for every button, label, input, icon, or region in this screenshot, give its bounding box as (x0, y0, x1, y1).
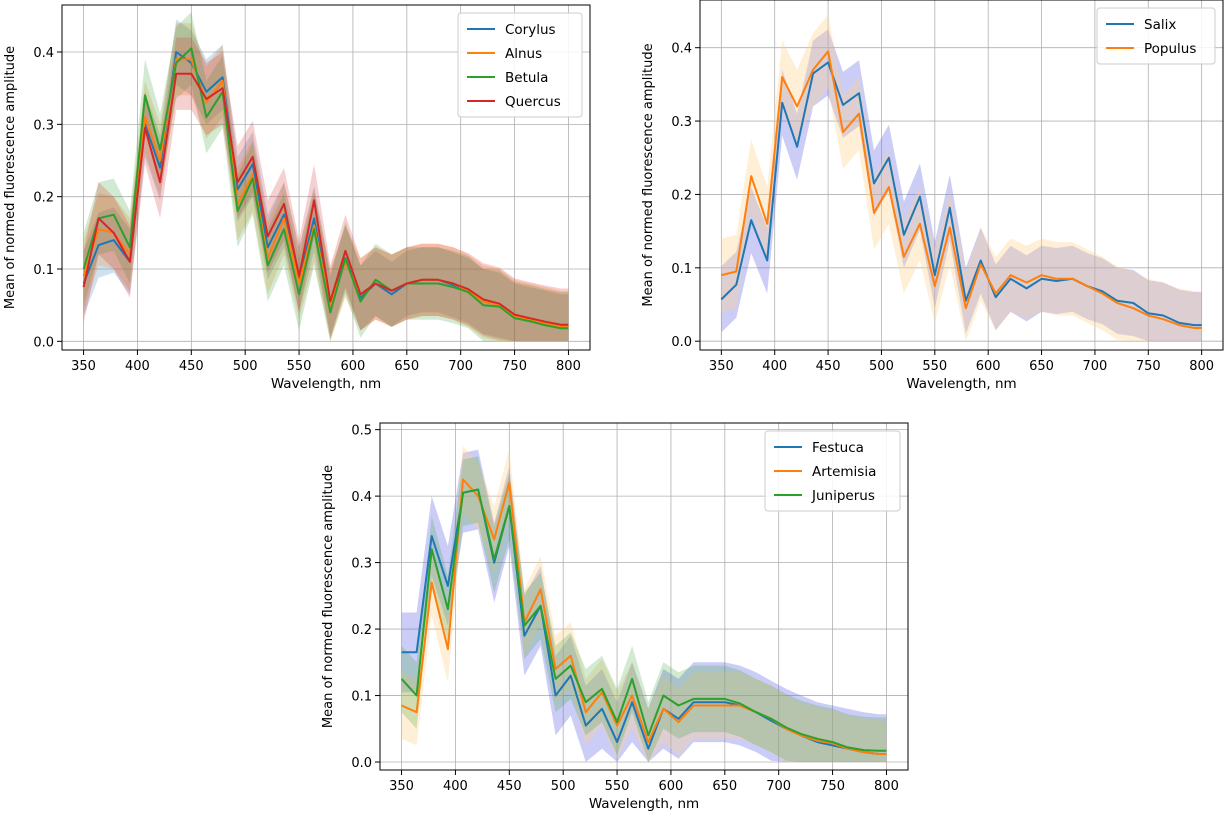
x-tick-label: 750 (820, 779, 845, 794)
x-tick-label: 750 (1136, 359, 1161, 374)
y-tick-label: 0.1 (351, 690, 372, 705)
y-axis-label: Mean of normed fluorescence amplitude (3, 46, 18, 309)
legend-box (1096, 7, 1216, 65)
x-tick-label: 350 (709, 359, 734, 374)
x-axis-label: Wavelength, nm (906, 376, 1016, 392)
series-line-alnus (82, 58, 569, 328)
series-line-populus (721, 50, 1202, 329)
x-tick-label: 400 (125, 359, 150, 374)
x-tick-label: 500 (551, 779, 576, 794)
y-tick-label: 0.0 (671, 335, 692, 350)
chart-tree-pollen-1: 350 400 450 500 550 600 650 700 750 800 0.0 0.1 0.2 0… (0, 0, 600, 405)
x-tick-label: 550 (922, 359, 947, 374)
y-tick-label: 0.5 (351, 424, 372, 439)
legend-box (764, 430, 901, 512)
confidence-band-juniperus (401, 456, 887, 762)
x-tick-label: 800 (874, 779, 899, 794)
legend-label-salix: Salix (1144, 17, 1176, 33)
x-tick-label: 550 (605, 779, 630, 794)
x-axis-label: Wavelength, nm (589, 796, 699, 812)
x-tick-label: 600 (341, 359, 366, 374)
y-tick-label: 0.4 (671, 42, 692, 57)
y-tick-label: 0.3 (671, 115, 692, 130)
legend-label-juniperus: Juniperus (811, 488, 875, 504)
x-axis-label: Wavelength, nm (271, 376, 381, 392)
y-tick-label: 0.4 (351, 490, 372, 505)
legend-label-betula: Betula (505, 70, 548, 86)
series-line-juniperus (400, 488, 887, 752)
y-tick-label: 0.3 (33, 118, 54, 133)
confidence-band-alnus (83, 23, 569, 342)
chart-tree-pollen-2: 350 400 450 500 550 600 650 700 750 800 0.0 0.1 0.2 0… (608, 0, 1231, 405)
x-tick-label: 650 (712, 779, 737, 794)
plot-frame (61, 4, 591, 351)
legend-label-festuca: Festuca (812, 440, 864, 456)
series-line-salix (720, 61, 1202, 327)
legend-label-quercus: Quercus (505, 94, 561, 110)
y-tick-label: 0.1 (33, 263, 54, 278)
y-axis-label: Mean of normed fluorescence amplitude (641, 43, 656, 306)
y-axis-label: Mean of normed fluorescence amplitude (321, 465, 336, 728)
x-tick-label: 700 (766, 779, 791, 794)
series-line-quercus (82, 72, 569, 326)
x-tick-label: 650 (394, 359, 419, 374)
confidence-band-festuca (401, 449, 887, 762)
x-tick-label: 400 (762, 359, 787, 374)
x-tick-label: 350 (71, 359, 96, 374)
x-tick-label: 450 (497, 779, 522, 794)
y-tick-label: 0.1 (671, 262, 692, 277)
x-tick-label: 700 (1083, 359, 1108, 374)
x-tick-label: 350 (389, 779, 414, 794)
plot-frame (699, 0, 1224, 351)
x-tick-label: 500 (869, 359, 894, 374)
chart-svg: 350 400 450 500 550 600 650 700 750 800 0.0 0.1 0.2 0… (641, 0, 1224, 392)
x-tick-label: 750 (502, 359, 527, 374)
x-tick-label: 450 (816, 359, 841, 374)
y-tick-label: 0.4 (33, 46, 54, 61)
plot-frame (379, 422, 909, 771)
y-tick-label: 0.0 (33, 335, 54, 350)
confidence-band-salix (721, 29, 1202, 342)
confidence-band-artemisia (401, 446, 887, 762)
x-tick-label: 550 (287, 359, 312, 374)
chart-herb-pollen: 350 400 450 500 550 600 650 700 750 800 0.0 0.1 0.2 0… (318, 408, 918, 813)
legend: Festuca Artemisia Juniperus (764, 430, 901, 512)
legend: Salix Populus (1096, 7, 1216, 65)
y-tick-label: 0.2 (33, 191, 54, 206)
x-tick-label: 600 (659, 779, 684, 794)
confidence-band-populus (721, 14, 1202, 342)
y-tick-label: 0.0 (351, 756, 372, 771)
x-tick-label: 800 (556, 359, 581, 374)
x-tick-label: 500 (233, 359, 258, 374)
x-tick-label: 800 (1189, 359, 1214, 374)
chart-svg: 350 400 450 500 550 600 650 700 750 800 0.0 0.1 0.2 0… (321, 422, 909, 812)
y-tick-label: 0.2 (351, 623, 372, 638)
legend-label-alnus: Alnus (505, 46, 542, 62)
x-tick-label: 400 (443, 779, 468, 794)
chart-svg: 350 400 450 500 550 600 650 700 750 800 0.0 0.1 0.2 0… (3, 4, 591, 392)
legend-label-populus: Populus (1144, 41, 1196, 57)
legend-box (457, 12, 583, 118)
y-tick-label: 0.2 (671, 188, 692, 203)
x-tick-label: 700 (448, 359, 473, 374)
y-tick-label: 0.3 (351, 557, 372, 572)
x-tick-label: 600 (976, 359, 1001, 374)
x-tick-label: 650 (1029, 359, 1054, 374)
x-tick-label: 450 (179, 359, 204, 374)
legend: Corylus Alnus Betula Quercus (457, 12, 583, 118)
legend-label-corylus: Corylus (505, 22, 556, 38)
series-line-betula (82, 47, 569, 330)
legend-label-artemisia: Artemisia (812, 464, 876, 480)
